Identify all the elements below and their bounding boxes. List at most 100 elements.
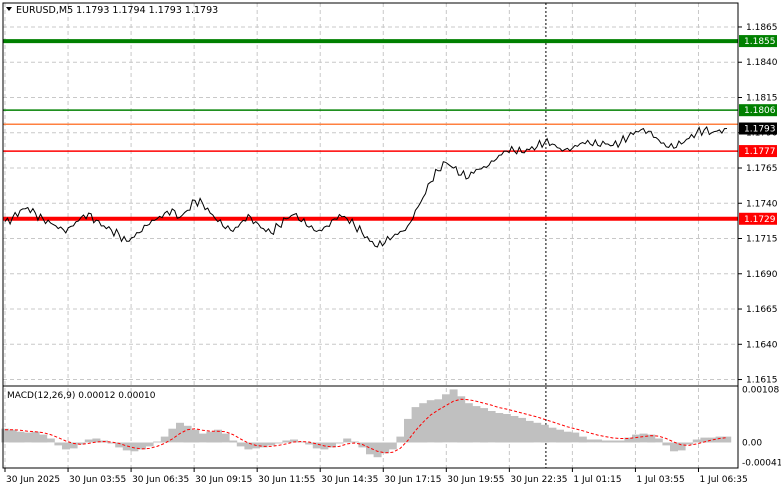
macd-bar [259,442,268,448]
macd-bar [214,429,222,443]
price-panel-frame [2,2,739,387]
price-tick-label: 1.1815 [746,93,778,103]
time-tick-label: 30 Jun 06:35 [132,475,189,485]
current-price-label: 1.1793 [744,125,776,135]
level-tag [739,212,777,225]
time-tick-label: 30 Jun 2025 [6,475,60,485]
macd-bar [350,441,359,443]
price-axis[interactable]: 1.18651.18401.18151.17901.17651.17401.17… [738,23,778,386]
macd-bar [206,431,215,443]
macd-bar [290,439,298,443]
macd-bar [69,442,78,449]
time-tick-label: 30 Jun 14:35 [321,475,378,485]
time-tick-label: 30 Jun 19:55 [447,475,504,485]
macd-bar [419,403,428,443]
macd-bar [654,438,663,443]
chart-header: EURUSD,M5 1.1793 1.1794 1.1793 1.1793 MA… [6,5,218,401]
macd-bar [571,432,580,443]
price-tick-label: 1.1665 [746,305,778,315]
macd-bar [670,442,678,452]
macd-bar [115,442,124,448]
grid [3,3,738,468]
macd-bar [373,442,382,458]
macd-bar [685,442,694,445]
macd-bar [556,429,564,443]
macd-bar [366,442,374,455]
macd-bar [464,403,473,443]
macd-bar [487,411,496,443]
current-price-tag [739,122,777,135]
price-tick-label: 1.1865 [746,23,778,33]
time-tick-label: 30 Jun 22:35 [510,475,567,485]
macd-bar [411,407,420,443]
macd-bar [138,442,146,450]
macd-bar [282,440,291,443]
macd-bar [662,442,671,446]
price-tick-label: 1.1640 [746,340,778,350]
macd-tick-label: 0.00 [742,438,762,448]
macd-bar [229,440,238,443]
time-tick-label: 30 Jun 09:15 [195,475,252,485]
macd-bar [692,439,701,443]
macd-bar [533,422,542,443]
macd-bar [84,439,93,443]
level-tag-label: 1.1729 [744,215,776,225]
macd-bar [244,442,253,450]
macd-bar [176,422,184,443]
macd-bar [715,436,724,443]
macd-bar [525,420,534,443]
macd-bar [388,442,397,450]
level-tag [739,35,777,48]
triangle-down-icon[interactable] [6,7,12,11]
price-line [4,126,728,248]
macd-bar [31,431,40,443]
macd-bar [221,433,230,443]
macd-bar [723,436,732,443]
chart-frame [2,2,739,469]
macd-bar [624,437,633,443]
price-levels [3,39,738,221]
macd-bar [312,442,321,449]
macd-bar [442,394,450,443]
macd-bar [404,418,412,443]
macd-bar [153,441,162,443]
macd-bar [160,436,169,443]
macd-bar [145,442,154,447]
macd-bar [54,442,63,446]
macd-bar [548,427,557,443]
macd-bar [632,434,640,443]
level-tag-label: 1.1855 [744,37,776,47]
level-tag [739,145,777,158]
macd-bar [647,434,656,443]
level-tag [739,104,777,117]
macd-bar [518,417,526,443]
macd-bar [198,433,207,443]
macd-bar [434,399,443,443]
time-tick-label: 1 Jul 06:35 [699,475,747,485]
time-tick-label: 1 Jul 01:15 [573,475,621,485]
time-tick-label: 1 Jul 03:55 [636,475,684,485]
macd-bar [267,442,276,446]
macd-bar [586,439,595,443]
macd-bar [677,442,686,451]
time-axis[interactable]: 30 Jun 2025 30 Jun 03:55 30 Jun 06:35 30 Ju… [4,468,748,485]
macd-bar [396,436,405,443]
symbol-info: EURUSD,M5 1.1793 1.1794 1.1793 1.1793 [16,5,218,16]
price-tick-label: 1.1840 [746,58,778,68]
macd-bar [39,434,48,443]
macd-bar [510,416,519,443]
macd-signal-line [5,398,728,454]
time-tick-label: 30 Jun 03:55 [69,475,126,485]
macd-panel [1,389,732,458]
macd-bar [343,438,352,443]
macd-bar [578,436,587,443]
price-tick-label: 1.1690 [746,270,778,280]
macd-bar [700,437,709,443]
macd-title: MACD(12,26,9) 0.00012 0.00010 [7,391,156,401]
macd-bar [328,442,336,448]
macd-tick-label: -0.00041 [742,459,781,469]
macd-bar [449,389,458,443]
macd-bar [335,442,344,444]
macd-bar [601,440,610,443]
